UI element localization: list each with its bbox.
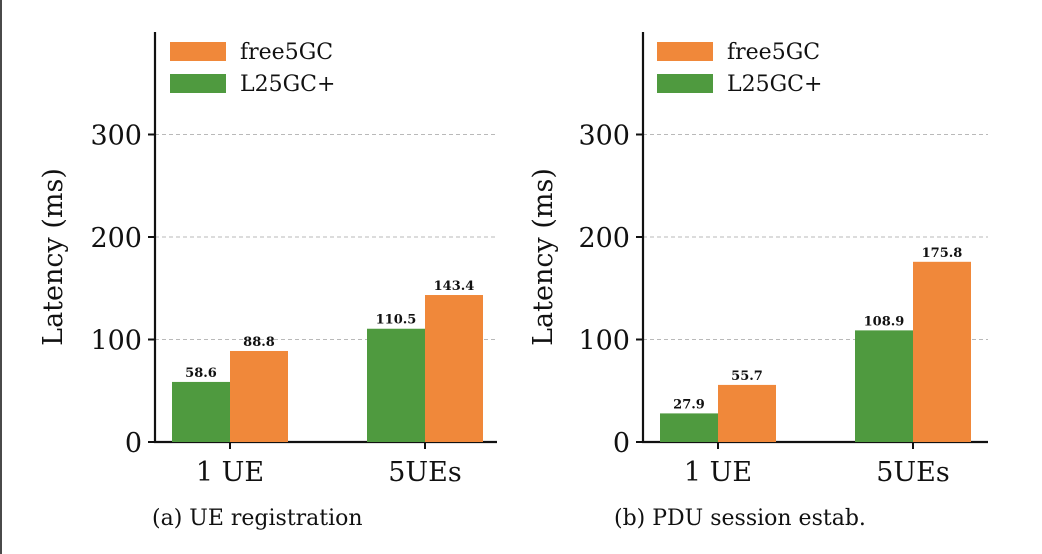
data-label: 110.5: [376, 313, 417, 328]
bar-l25gc: [367, 328, 425, 442]
bar-l25gc: [855, 330, 913, 442]
data-label: 27.9: [673, 397, 705, 412]
y-tick-label: 200: [578, 223, 630, 254]
data-label: 175.8: [922, 246, 963, 261]
bar-l25gc: [172, 381, 230, 442]
legend-label: free5GC: [240, 40, 333, 65]
legend-label: L25GC+: [727, 72, 822, 97]
y-axis-label: Latency (ms): [38, 168, 69, 346]
legend-swatch: [657, 42, 713, 61]
x-tick-label: 5UEs: [388, 457, 462, 488]
legend-swatch: [170, 74, 226, 93]
y-tick-label: 200: [90, 223, 142, 254]
window-edge: [0, 0, 2, 554]
y-axis-label: Latency (ms): [528, 168, 559, 346]
y-tick-label: 300: [578, 121, 630, 152]
data-label: 108.9: [864, 314, 905, 329]
data-label: 88.8: [243, 335, 275, 350]
y-tick-label: 0: [613, 428, 630, 459]
bar-free5gc: [230, 350, 288, 442]
data-label: 55.7: [731, 369, 763, 384]
legend-swatch: [657, 74, 713, 93]
y-tick-label: 300: [90, 121, 142, 152]
x-tick-label: 1 UE: [684, 457, 752, 488]
bar-l25gc: [660, 413, 718, 442]
legend-swatch: [170, 42, 226, 61]
caption-b: (b) PDU session estab.: [614, 506, 866, 531]
y-tick-label: 100: [90, 326, 142, 357]
caption-a: (a) UE registration: [152, 506, 363, 531]
legend-label: free5GC: [727, 40, 820, 65]
bar-free5gc: [913, 261, 971, 442]
data-label: 58.6: [185, 366, 217, 381]
chart-panel-b: 0 100 200 300 Latency (ms) 1 UE 27.9 55.7 5UEs 10…: [528, 32, 988, 488]
chart-panel-a: 0 100 200 300 Latency (ms) 1 UE 58.6 88.8 5UEs 11…: [38, 32, 497, 488]
x-tick-label: 5UEs: [876, 457, 950, 488]
y-tick-label: 100: [578, 326, 630, 357]
bar-free5gc: [425, 295, 483, 442]
legend-label: L25GC+: [240, 72, 335, 97]
bar-free5gc: [718, 384, 776, 442]
data-label: 143.4: [434, 279, 475, 294]
x-tick-label: 1 UE: [196, 457, 264, 488]
y-tick-label: 0: [125, 428, 142, 459]
